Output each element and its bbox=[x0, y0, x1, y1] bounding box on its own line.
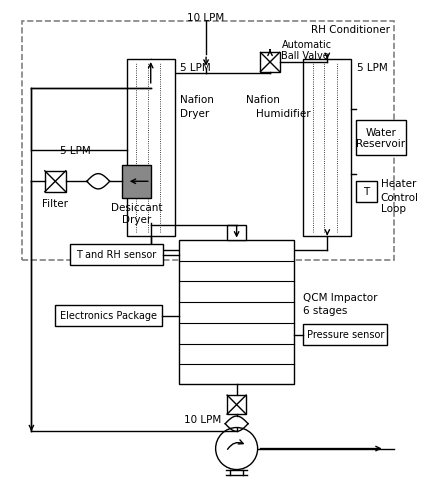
Text: T and RH sensor: T and RH sensor bbox=[76, 250, 156, 260]
Text: Desiccant: Desiccant bbox=[111, 203, 162, 213]
Text: Heater: Heater bbox=[381, 180, 416, 190]
Bar bbox=[356, 120, 406, 154]
Text: Pressure sensor: Pressure sensor bbox=[307, 330, 384, 340]
Text: Ball Valve: Ball Valve bbox=[282, 51, 329, 61]
Text: Automatic: Automatic bbox=[282, 40, 331, 50]
Bar bbox=[303, 324, 387, 345]
Bar bbox=[22, 21, 394, 260]
Text: 10 LPM: 10 LPM bbox=[184, 415, 222, 425]
Text: Control: Control bbox=[381, 192, 419, 202]
Bar bbox=[303, 59, 351, 236]
Text: Electronics Package: Electronics Package bbox=[60, 311, 157, 321]
Text: 6 stages: 6 stages bbox=[303, 306, 348, 316]
Text: Humidifier: Humidifier bbox=[256, 108, 310, 118]
Bar bbox=[227, 395, 246, 414]
Bar bbox=[356, 182, 377, 203]
Text: RH Conditioner: RH Conditioner bbox=[311, 24, 390, 34]
Bar bbox=[311, 63, 343, 232]
Text: 5 LPM: 5 LPM bbox=[357, 63, 388, 73]
Text: 10 LPM: 10 LPM bbox=[187, 14, 225, 24]
Text: 5 LPM: 5 LPM bbox=[180, 63, 211, 73]
Text: Filter: Filter bbox=[42, 200, 68, 209]
Bar bbox=[227, 225, 246, 240]
Bar bbox=[260, 52, 279, 72]
Bar bbox=[69, 244, 163, 266]
Text: Reservoir: Reservoir bbox=[356, 139, 405, 149]
Text: Nafion: Nafion bbox=[246, 96, 280, 106]
Text: Water: Water bbox=[366, 128, 396, 138]
Bar bbox=[127, 59, 175, 236]
Text: T: T bbox=[363, 187, 370, 197]
Text: Dryer: Dryer bbox=[180, 108, 210, 118]
Bar bbox=[45, 171, 66, 192]
Text: QCM Impactor: QCM Impactor bbox=[303, 292, 378, 302]
Bar bbox=[179, 240, 294, 384]
Text: Nafion: Nafion bbox=[180, 96, 214, 106]
Bar bbox=[122, 165, 151, 198]
Text: Loop: Loop bbox=[381, 204, 406, 214]
Text: Dryer: Dryer bbox=[122, 214, 151, 224]
Bar bbox=[55, 306, 162, 326]
Text: 5 LPM: 5 LPM bbox=[60, 146, 91, 156]
Circle shape bbox=[216, 428, 258, 470]
